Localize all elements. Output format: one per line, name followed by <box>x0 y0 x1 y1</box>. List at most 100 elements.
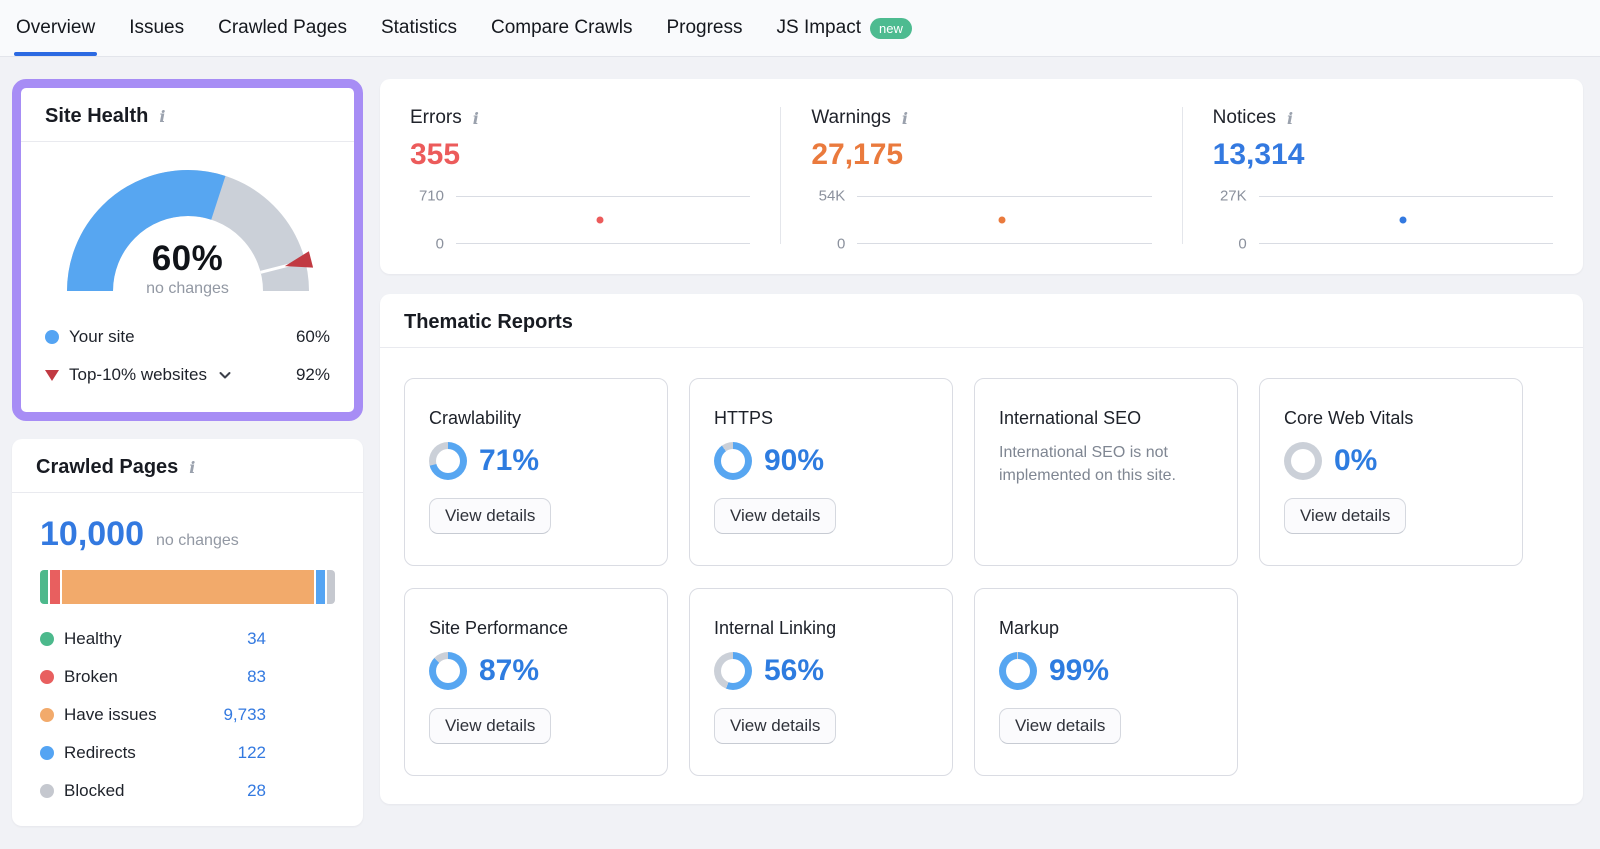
score-donut-icon <box>1284 442 1322 480</box>
blocked-dot-icon <box>40 784 54 798</box>
tab-label: Compare Crawls <box>490 17 633 38</box>
thematic-card-core-web-vitals: Core Web Vitals 0% View details <box>1259 378 1523 566</box>
info-icon[interactable]: i <box>472 108 479 128</box>
bar-segment-blocked[interactable] <box>327 570 335 604</box>
tab-crawled-pages[interactable]: Crawled Pages <box>218 0 347 56</box>
crawled-pages-legend-row-redirects: Redirects 122 <box>40 734 266 772</box>
legend-value-link[interactable]: 9,733 <box>223 705 266 724</box>
sparkline-data-point[interactable] <box>998 216 1006 224</box>
sparkline-y-axis: 710 0 <box>410 188 456 253</box>
info-icon[interactable]: i <box>189 458 196 477</box>
score-donut-icon <box>429 442 467 480</box>
sparkline-chart <box>1258 196 1553 244</box>
card-title: HTTPS <box>714 408 774 428</box>
sparkline-data-point[interactable] <box>596 216 604 224</box>
site-health-legend: Your site 60% Top-10% websites 92% <box>21 306 354 412</box>
stat-label: Notices <box>1212 107 1277 128</box>
score-percent: 71% <box>479 444 540 477</box>
legend-value-link[interactable]: 122 <box>237 743 266 762</box>
view-details-button[interactable]: View details <box>429 708 552 744</box>
y-axis-min: 0 <box>1238 235 1247 253</box>
red-triangle-icon <box>45 369 69 381</box>
tab-js-impact[interactable]: JS Impact new <box>777 0 912 56</box>
gauge-value-arc <box>66 170 309 292</box>
site-health-legend-row-your-site: Your site 60% <box>45 318 330 356</box>
info-icon[interactable]: i <box>901 108 908 128</box>
score-percent: 90% <box>764 444 825 477</box>
sparkline-y-axis: 54K 0 <box>811 188 857 253</box>
tab-issues[interactable]: Issues <box>129 0 184 56</box>
score-donut-icon <box>714 442 752 480</box>
site-health-title: Site Health <box>45 105 149 127</box>
thematic-reports-panel: Thematic Reports Crawlability 71% View d… <box>380 294 1583 804</box>
stat-value[interactable]: 27,175 <box>811 138 904 171</box>
legend-value-link[interactable]: 28 <box>247 781 266 800</box>
thematic-card-site-performance: Site Performance 87% View details <box>404 588 668 776</box>
gauge-sub-label: no changes <box>146 280 229 297</box>
thematic-reports-grid: Crawlability 71% View details HTTPS 90% V… <box>380 348 1583 804</box>
view-details-button[interactable]: View details <box>999 708 1122 744</box>
stat-sparkline: 710 0 <box>410 188 751 253</box>
score-percent: 56% <box>764 654 825 687</box>
legend-value-link[interactable]: 34 <box>247 629 266 648</box>
bar-segment-have-issues[interactable] <box>62 570 314 604</box>
view-details-button[interactable]: View details <box>1284 498 1407 534</box>
crawled-pages-total-row: 10,000 no changes <box>40 515 335 554</box>
score-donut-icon <box>999 652 1037 690</box>
card-score-row: 56% <box>714 652 824 690</box>
view-details-button[interactable]: View details <box>714 708 837 744</box>
tab-label: JS Impact <box>776 17 861 38</box>
bar-segment-broken[interactable] <box>50 570 60 604</box>
card-score-row: 71% <box>429 442 539 480</box>
view-details-button[interactable]: View details <box>714 498 837 534</box>
crawled-pages-stacked-bar[interactable] <box>40 570 335 604</box>
thematic-card-https: HTTPS 90% View details <box>689 378 953 566</box>
tab-overview[interactable]: Overview <box>13 0 98 56</box>
crawled-pages-legend-row-broken: Broken 83 <box>40 658 266 696</box>
crawled-pages-panel: Crawled Pages i 10,000 no changes Health… <box>12 439 363 826</box>
stat-value[interactable]: 355 <box>410 138 461 171</box>
crawled-pages-legend: Healthy 34 Broken 83 Have issues 9,733 Redirec… <box>40 620 266 810</box>
view-details-button[interactable]: View details <box>429 498 552 534</box>
card-title: Markup <box>999 618 1060 638</box>
legend-label: Redirects <box>64 743 136 762</box>
card-title: Site Performance <box>429 618 569 638</box>
thematic-card-markup: Markup 99% View details <box>974 588 1238 776</box>
broken-dot-icon <box>40 670 54 684</box>
tab-progress[interactable]: Progress <box>666 0 742 56</box>
stat-sparkline: 54K 0 <box>811 188 1152 253</box>
bar-segment-healthy[interactable] <box>40 570 48 604</box>
crawled-pages-total[interactable]: 10,000 <box>40 515 144 553</box>
sparkline-chart <box>857 196 1152 244</box>
site-health-panel-highlight: Site Health i 60% no changes <box>12 79 363 421</box>
card-score-row: 87% <box>429 652 539 690</box>
thematic-reports-header: Thematic Reports <box>380 294 1583 348</box>
score-donut-icon <box>429 652 467 690</box>
stat-value[interactable]: 13,314 <box>1212 138 1305 171</box>
site-health-legend-row-top-10-websites: Top-10% websites 92% <box>45 356 330 394</box>
info-icon[interactable]: i <box>1287 108 1294 128</box>
y-axis-max: 27K <box>1219 187 1247 205</box>
legend-label: Your site <box>69 327 135 346</box>
gauge-benchmark-marker-icon <box>284 251 313 268</box>
sparkline-chart <box>456 196 751 244</box>
score-percent: 87% <box>479 654 540 687</box>
tab-label: Statistics <box>380 17 457 38</box>
legend-value: 60% <box>295 327 330 346</box>
info-icon[interactable]: i <box>159 107 166 126</box>
tab-label: Issues <box>129 17 185 38</box>
legend-value-link[interactable]: 83 <box>247 667 266 686</box>
site-health-gauge: 60% no changes <box>63 166 313 302</box>
chevron-down-icon[interactable] <box>217 367 233 383</box>
site-health-header: Site Health i <box>21 88 354 142</box>
card-score-row: 99% <box>999 652 1109 690</box>
tab-compare-crawls[interactable]: Compare Crawls <box>491 0 632 56</box>
gauge-value-label: 60% <box>151 239 224 278</box>
redirects-dot-icon <box>40 746 54 760</box>
bar-segment-redirects[interactable] <box>316 570 325 604</box>
tab-statistics[interactable]: Statistics <box>381 0 457 56</box>
thematic-card-international-seo: International SEO International SEO is no… <box>974 378 1238 566</box>
sparkline-data-point[interactable] <box>1399 216 1407 224</box>
stat-label-row: Notices i <box>1213 107 1553 129</box>
stat-label: Errors <box>410 107 462 128</box>
